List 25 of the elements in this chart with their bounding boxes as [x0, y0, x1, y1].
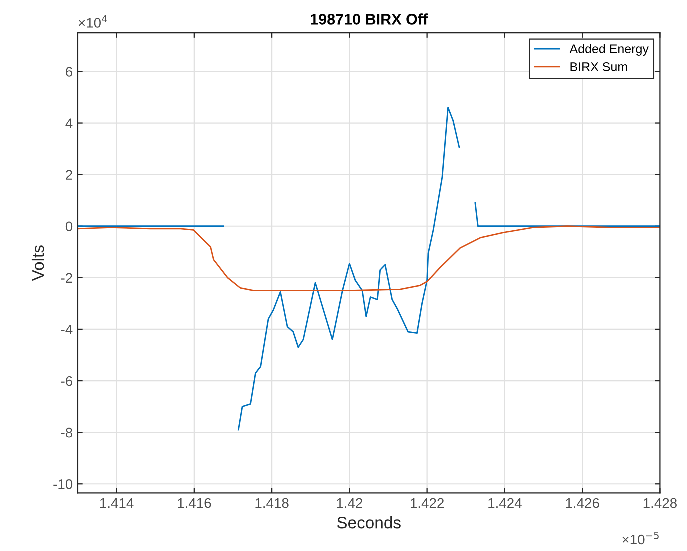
- y-tick-label: -2: [61, 273, 72, 283]
- x-tick-label: 1.424: [488, 498, 522, 508]
- x-tick-label: 1.414: [100, 498, 134, 508]
- x-tick-label: 1.422: [410, 498, 444, 508]
- legend-label: BIRX Sum: [570, 62, 628, 72]
- y-tick-label: -4: [61, 324, 73, 335]
- x-tick-label: 1.418: [256, 498, 289, 508]
- text: ×10$^{−5}$: [622, 532, 659, 545]
- y-tick-label: 2: [66, 170, 72, 180]
- text: ×10$^{4}$: [78, 15, 108, 28]
- x-tick-label: 1.42: [337, 498, 363, 508]
- y-tick-label: 0: [66, 222, 73, 232]
- x-tick-label: 1.426: [566, 498, 600, 508]
- x-axis-title: Seconds: [337, 516, 401, 529]
- y-tick-label: 6: [66, 67, 73, 77]
- x-tick-label: 1.428: [644, 498, 677, 508]
- y-tick-label: 4: [66, 118, 73, 128]
- legend-label: Added Energy: [570, 44, 649, 56]
- y-tick-label: -6: [61, 376, 73, 386]
- y-tick-label: -8: [61, 428, 73, 438]
- line-series: [78, 226, 660, 292]
- chart-title: 198710 BIRX Off: [311, 14, 428, 25]
- y-axis-title: Volts: [32, 246, 44, 282]
- y-tick-label: -10: [54, 479, 73, 490]
- x-tick-label: 1.416: [178, 498, 212, 508]
